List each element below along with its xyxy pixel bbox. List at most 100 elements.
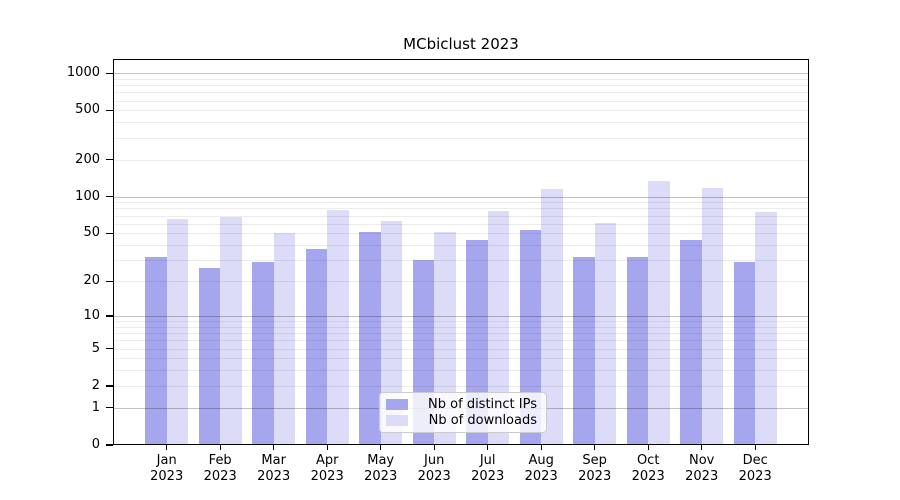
minor-gridline [113, 233, 809, 235]
bar-downloads-sep [594, 222, 617, 445]
x-axis-tick-label: Mar 2023 [257, 453, 291, 484]
minor-gridline [113, 358, 809, 360]
minor-gridline [113, 281, 809, 283]
minor-gridline [113, 223, 809, 225]
y-axis-tick-label: 500 [75, 102, 100, 118]
bar-distinct-ips-jan [145, 256, 167, 445]
x-axis-tick-label: Nov 2023 [685, 453, 719, 484]
x-axis-tick-label: Dec 2023 [738, 453, 772, 484]
legend-swatch-downloads [386, 414, 408, 426]
y-axis-tick [106, 72, 113, 74]
y-axis-tick-label: 20 [83, 273, 100, 289]
x-axis-tick [594, 445, 596, 450]
minor-gridline [113, 137, 809, 139]
minor-gridline [113, 385, 809, 387]
minor-gridline [113, 333, 809, 335]
bar-distinct-ips-feb [198, 267, 221, 445]
bar-downloads-feb [220, 217, 242, 445]
minor-gridline [113, 92, 809, 94]
minor-gridline [113, 321, 809, 323]
y-axis-tick [106, 158, 113, 161]
bar-downloads-nov [701, 188, 724, 445]
minor-gridline [113, 215, 809, 217]
y-axis-tick [106, 444, 113, 446]
legend: Nb of distinct IPs Nb of downloads [379, 392, 547, 433]
bar-downloads-jul [487, 211, 510, 445]
major-gridline [113, 73, 809, 75]
bar-downloads-oct [648, 180, 670, 445]
bar-downloads-aug [541, 189, 563, 445]
y-axis-tick [106, 407, 113, 409]
bar-distinct-ips-apr [305, 249, 328, 445]
y-axis-tick-label: 5 [91, 340, 100, 356]
bar-distinct-ips-dec [733, 261, 756, 445]
y-axis-tick-label: 1 [91, 399, 100, 415]
y-axis-tick-label: 50 [83, 225, 100, 241]
minor-gridline [113, 348, 809, 350]
major-gridline [113, 315, 809, 317]
minor-gridline [113, 326, 809, 328]
chart-title: MCbiclust 2023 [403, 35, 519, 53]
x-axis-tick-label: Jul 2023 [471, 453, 505, 484]
x-axis-tick [273, 445, 275, 450]
bar-distinct-ips-nov [680, 240, 702, 445]
x-axis-tick-label: Apr 2023 [310, 453, 344, 484]
bar-downloads-dec [755, 211, 777, 445]
y-axis-tick-label: 200 [75, 151, 100, 167]
bar-downloads-apr [327, 210, 349, 445]
bar-downloads-jan [166, 218, 189, 445]
minor-gridline [113, 78, 809, 80]
minor-gridline [113, 202, 809, 204]
bar-downloads-jun [434, 232, 456, 445]
x-axis-tick-label: Jun 2023 [417, 453, 451, 484]
bar-downloads-mar [273, 233, 296, 445]
y-axis-tick [106, 347, 113, 350]
x-axis-tick [380, 445, 382, 450]
x-axis-tick [219, 445, 221, 450]
x-axis-tick-label: Oct 2023 [631, 453, 665, 484]
bar-distinct-ips-sep [573, 256, 595, 445]
y-axis-tick [106, 109, 113, 112]
minor-gridline [113, 122, 809, 124]
bar-distinct-ips-oct [626, 256, 649, 445]
y-axis-tick-label: 0 [91, 437, 100, 452]
x-axis-tick [754, 445, 756, 450]
minor-gridline [113, 340, 809, 342]
minor-gridline [113, 159, 809, 161]
x-axis-tick-label: Sep 2023 [578, 453, 612, 484]
legend-label-distinct-ips: Nb of distinct IPs [428, 397, 537, 413]
y-axis-tick [106, 195, 113, 198]
y-axis-tick [106, 315, 113, 317]
y-axis-tick [106, 385, 113, 387]
y-axis-tick-label: 1000 [66, 65, 100, 81]
minor-gridline [113, 370, 809, 372]
minor-gridline [113, 260, 809, 262]
minor-gridline [113, 110, 809, 112]
x-axis-tick-label: Jan 2023 [150, 453, 184, 484]
x-axis-tick [647, 445, 649, 450]
minor-gridline [113, 100, 809, 102]
minor-gridline [113, 245, 809, 247]
x-axis-tick [701, 445, 703, 450]
major-gridline [113, 196, 809, 198]
bar-downloads-may [380, 221, 403, 445]
x-axis-tick [433, 445, 435, 450]
bar-distinct-ips-may [359, 232, 381, 445]
y-axis-tick [106, 232, 113, 235]
x-axis-tick-label: Aug 2023 [524, 453, 558, 484]
legend-label-downloads: Nb of downloads [428, 412, 537, 428]
legend-swatch-distinct-ips [386, 399, 408, 411]
legend-item-downloads: Nb of downloads [386, 413, 537, 428]
x-axis-tick [487, 445, 489, 450]
x-axis-tick [540, 445, 542, 450]
x-axis-tick [166, 445, 168, 450]
plot-area [113, 59, 809, 445]
y-axis-tick [106, 280, 113, 282]
minor-gridline [113, 208, 809, 210]
x-axis-tick-label: May 2023 [364, 453, 398, 484]
x-axis-tick [326, 445, 328, 450]
y-axis-tick-label: 2 [91, 377, 100, 393]
legend-item-distinct-ips: Nb of distinct IPs [386, 397, 537, 412]
y-axis-tick-label: 10 [83, 307, 100, 323]
